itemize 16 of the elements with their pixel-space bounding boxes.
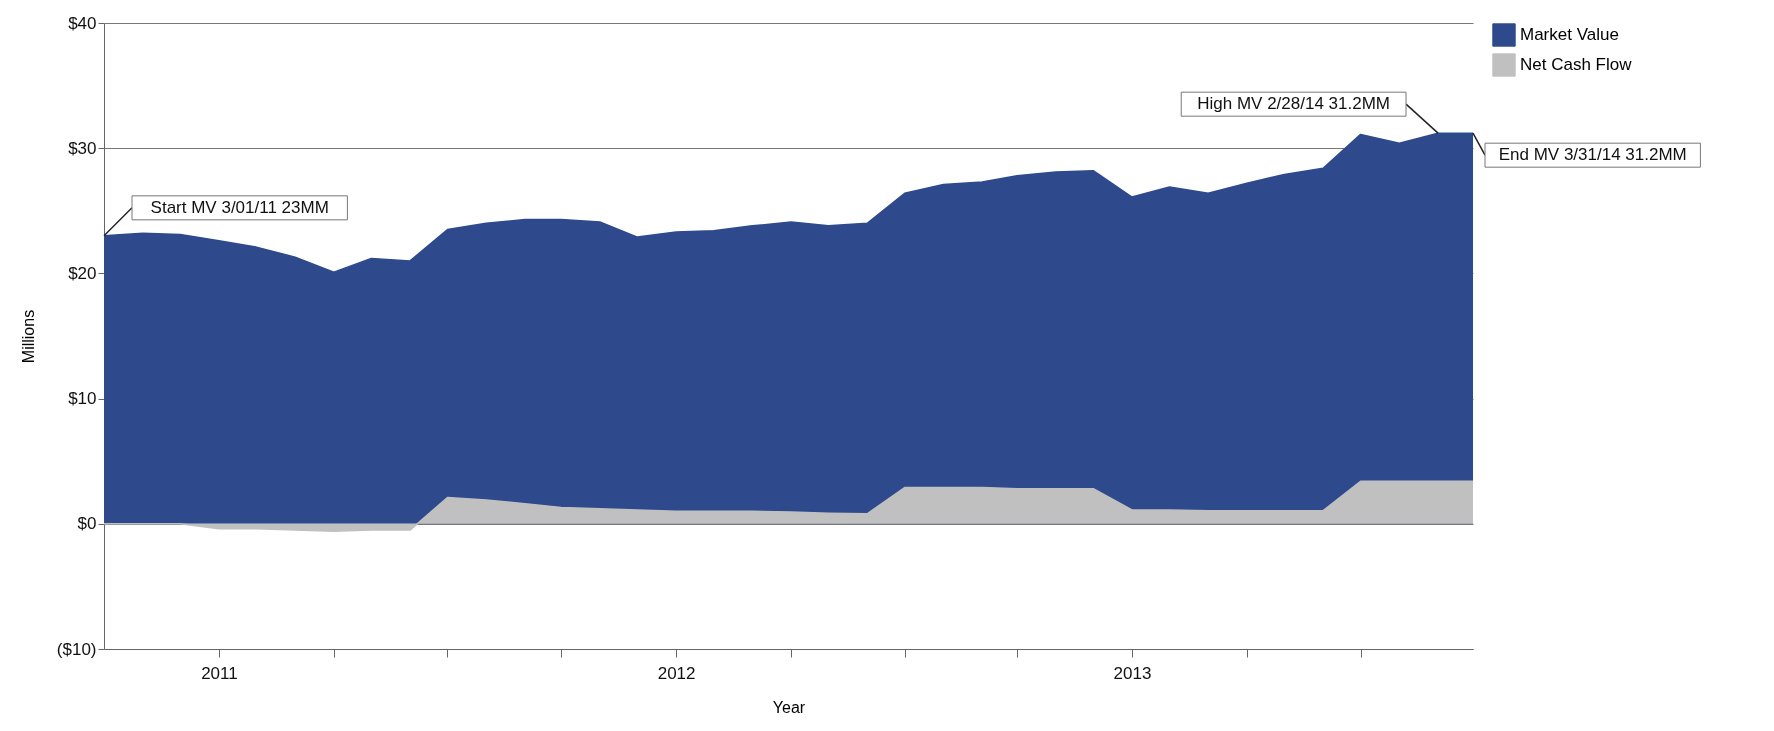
annotation: High MV 2/28/14 31.2MM — [1197, 94, 1391, 114]
y-tick-label: $10 — [68, 389, 97, 409]
annotation: End MV 3/31/14 31.2MM — [1498, 145, 1687, 165]
x-axis-title: Year — [772, 698, 806, 716]
x-tick-label: 2011 — [201, 663, 238, 683]
x-tick-label: 2012 — [657, 663, 696, 683]
legend-label: Net Cash Flow — [1520, 55, 1633, 74]
y-tick-label: $40 — [68, 13, 97, 33]
y-tick-label: $30 — [68, 138, 97, 158]
y-tick-label: $20 — [68, 263, 97, 283]
y-tick-label: ($10) — [56, 639, 97, 659]
x-tick-label: 2013 — [1113, 663, 1152, 683]
y-tick-label: $0 — [77, 514, 97, 534]
annotation: Start MV 3/01/11 23MM — [150, 197, 329, 217]
y-axis-title: Millions — [19, 309, 37, 364]
legend-label: Market Value — [1520, 25, 1619, 44]
